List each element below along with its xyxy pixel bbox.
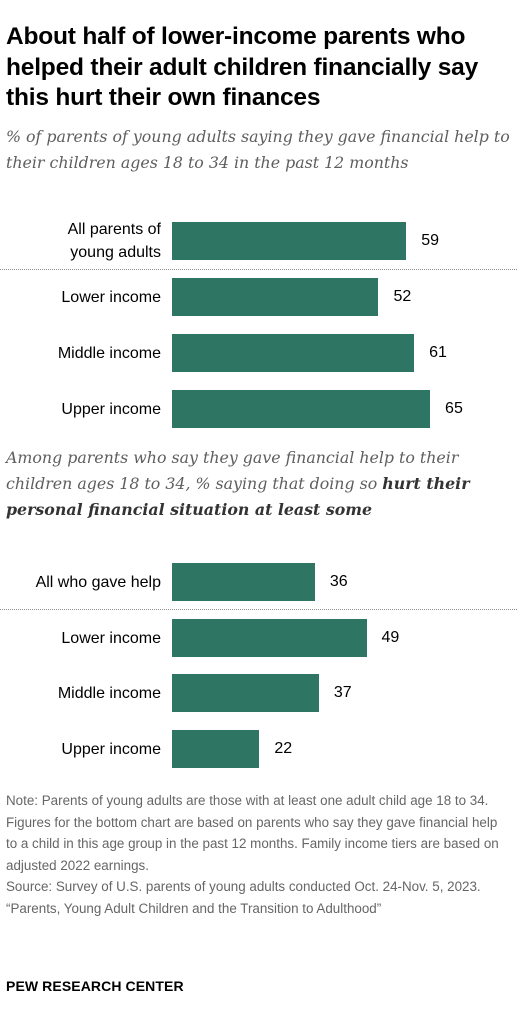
second-subtitle-plain: Among parents who say they gave financia…	[6, 448, 459, 493]
bar	[172, 563, 315, 601]
data-label: 22	[274, 740, 293, 757]
data-label: 61	[429, 344, 447, 361]
bar	[172, 334, 415, 372]
category-label: Middle income	[57, 684, 161, 702]
data-label: 52	[393, 288, 412, 305]
bar	[172, 619, 367, 657]
bar	[172, 278, 379, 316]
data-label: 59	[421, 232, 440, 249]
category-label: Lower income	[61, 629, 161, 647]
chart-subtitle: % of parents of young adults saying they…	[6, 127, 510, 172]
bar	[172, 674, 319, 712]
dotted-divider	[0, 609, 517, 610]
category-label: Upper income	[61, 400, 161, 418]
bar	[172, 222, 407, 260]
category-label: Lower income	[61, 288, 161, 306]
bar	[172, 730, 260, 768]
data-label: 37	[333, 684, 352, 701]
dotted-divider	[0, 269, 517, 270]
report-title: “Parents, Young Adult Children and the T…	[6, 900, 382, 916]
category-label: All who gave help	[35, 573, 161, 591]
source-text: Source: Survey of U.S. parents of young …	[6, 879, 481, 894]
second-chart-subtitle: Among parents who say they gave financia…	[6, 445, 514, 523]
second-subtitle-bold: hurt their personal financial situation …	[6, 474, 470, 519]
chart-title: About half of lower-income parents who h…	[6, 23, 478, 111]
data-label: 65	[445, 400, 463, 417]
notes-section: Note: Parents of young adults are those …	[6, 790, 512, 919]
category-label: Upper income	[61, 740, 161, 758]
category-label: All parents of young adults	[67, 221, 161, 261]
note-text: Note: Parents of young adults are those …	[6, 793, 499, 873]
data-label: 49	[381, 629, 400, 646]
pew-logo-text: PEW RESEARCH CENTER	[6, 978, 184, 994]
bar	[172, 390, 431, 428]
category-label: Middle income	[57, 344, 161, 362]
data-label: 36	[329, 573, 348, 590]
